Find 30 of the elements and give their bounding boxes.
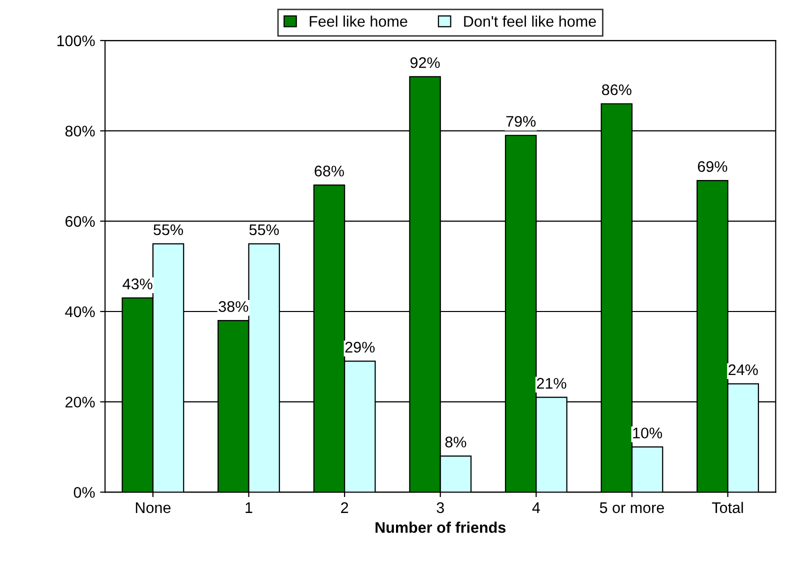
y-tick-label: 20%	[66, 396, 95, 408]
x-tick-label: None	[136, 502, 171, 514]
data-label: 55%	[154, 224, 184, 236]
data-label: 38%	[218, 301, 248, 312]
y-tick-label: 0%	[74, 487, 95, 498]
data-label: 68%	[314, 166, 344, 176]
data-label: 55%	[249, 224, 279, 236]
y-tick-label: 60%	[66, 216, 95, 227]
data-label: 92%	[410, 57, 440, 68]
x-tick-label: 4	[532, 502, 540, 513]
y-tick-label: 80%	[65, 126, 95, 137]
x-tick-label: 5 or more	[600, 502, 664, 514]
data-label: 10%	[633, 428, 662, 438]
x-tick-label: 1	[246, 502, 252, 513]
data-label: 69%	[698, 161, 728, 172]
legend-label: Feel like home	[310, 16, 408, 27]
data-label: 24%	[728, 364, 758, 376]
y-tick-label: 100%	[57, 35, 95, 46]
data-label: 79%	[506, 116, 536, 127]
x-axis-title: Number of friends	[376, 522, 506, 533]
data-label: 86%	[602, 84, 632, 96]
data-label: 43%	[122, 278, 152, 290]
data-label: 21%	[536, 378, 566, 389]
data-label: 29%	[345, 342, 375, 353]
data-label: 8%	[445, 436, 466, 448]
x-tick-label: Total	[712, 502, 743, 514]
x-tick-label: 2	[341, 502, 348, 513]
y-tick-label: 40%	[65, 306, 95, 318]
legend-label: Don't feel like home	[464, 16, 596, 27]
x-tick-label: 3	[436, 502, 444, 514]
